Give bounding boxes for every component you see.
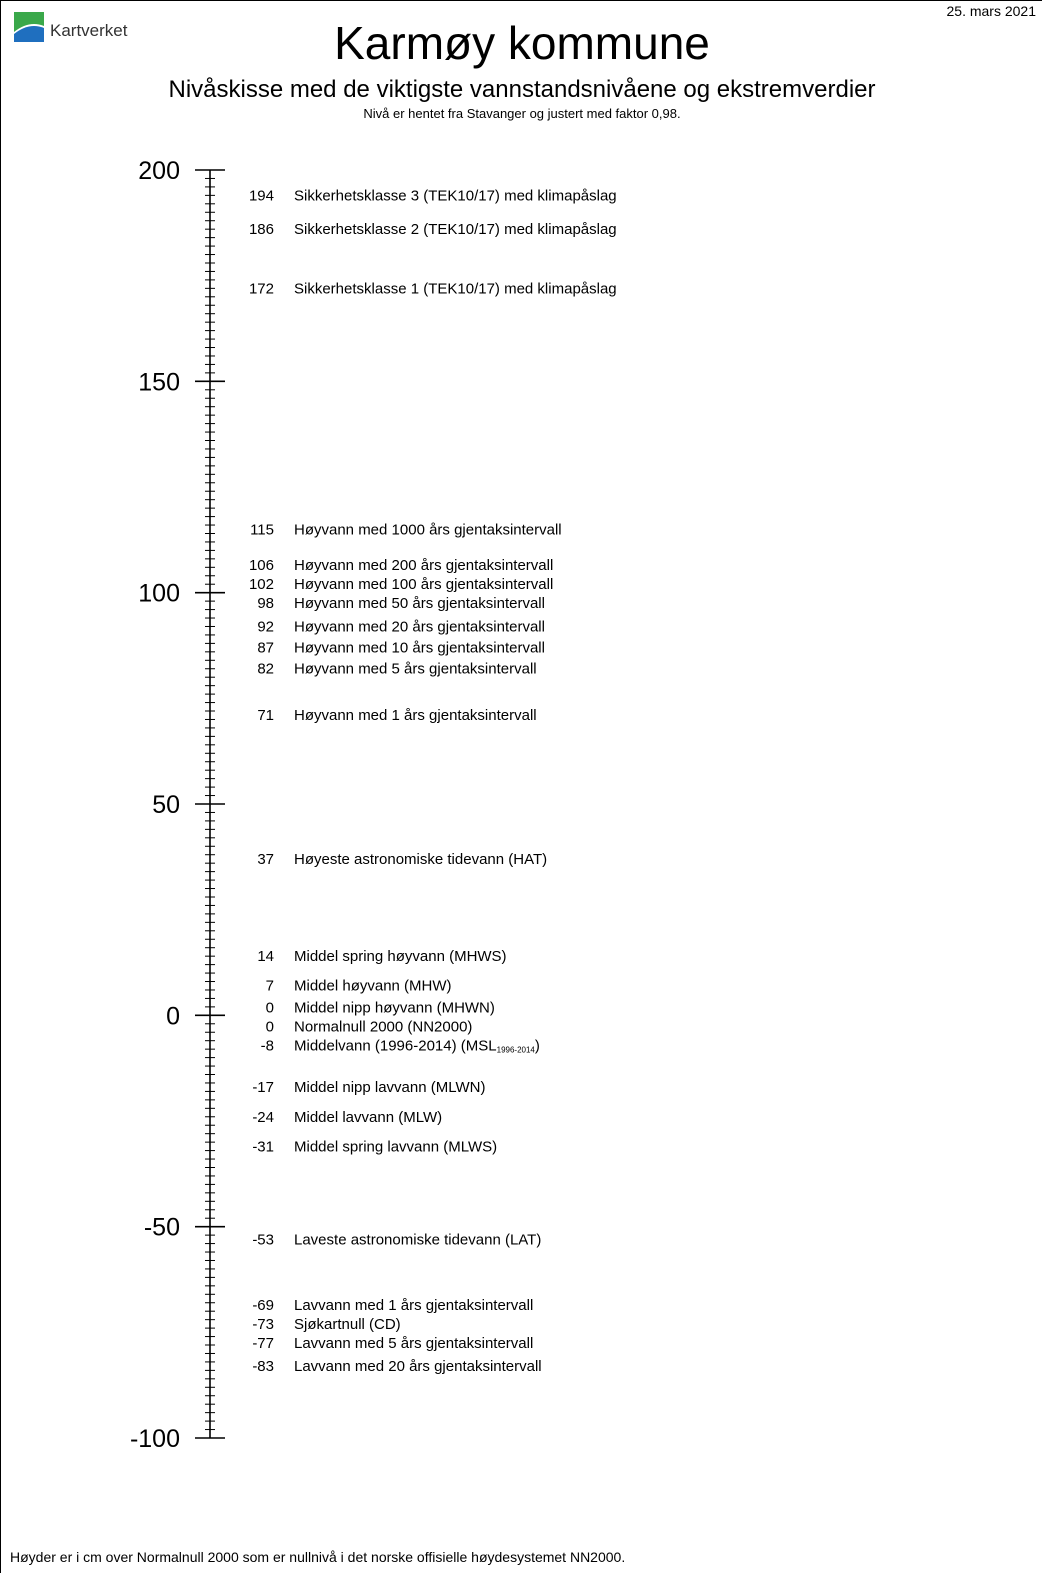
level-value: 92 [257, 618, 274, 635]
tick-label: -50 [144, 1214, 180, 1242]
level-label: Normalnull 2000 (NN2000) [294, 1019, 472, 1036]
level-label: Middel spring lavvann (MLWS) [294, 1138, 497, 1155]
level-label: Middel spring høyvann (MHWS) [294, 948, 507, 965]
level-label: Høyvann med 100 års gjentaksintervall [294, 576, 553, 593]
level-value: -69 [252, 1297, 274, 1314]
level-value: -77 [252, 1335, 274, 1352]
level-label: Høyvann med 50 års gjentaksintervall [294, 595, 545, 612]
source-note: Nivå er hentet fra Stavanger og justert … [363, 106, 681, 121]
tick-label: -100 [130, 1425, 180, 1453]
tick-label: 200 [138, 157, 180, 185]
level-value: 98 [257, 595, 274, 612]
level-value: -83 [252, 1358, 274, 1375]
level-value: 106 [249, 557, 274, 574]
level-label: Lavvann med 20 års gjentaksintervall [294, 1358, 542, 1375]
level-label: Sikkerhetsklasse 2 (TEK10/17) med klimap… [294, 221, 617, 238]
tick-label: 0 [166, 1002, 180, 1030]
level-value: 37 [257, 851, 274, 868]
level-value: 172 [249, 280, 274, 297]
level-label-suffix: ) [535, 1038, 540, 1055]
tick-label: 100 [138, 580, 180, 608]
level-value: -31 [252, 1138, 274, 1155]
level-label: Middel lavvann (MLW) [294, 1109, 442, 1126]
page-title: Karmøy kommune [334, 17, 710, 69]
level-label: Middel høyvann (MHW) [294, 978, 452, 995]
level-label: Høyvann med 1000 års gjentaksintervall [294, 521, 562, 538]
level-label: Høyvann med 20 års gjentaksintervall [294, 618, 545, 635]
footer-note: Høyder er i cm over Normalnull 2000 som … [10, 1549, 626, 1565]
tick-label: 50 [152, 791, 180, 819]
level-value: 7 [266, 978, 274, 995]
y-axis: -100 -50 0 50 100 150 200 [130, 157, 225, 1453]
level-label: Høyvann med 200 års gjentaksintervall [294, 557, 553, 574]
level-label: Sikkerhetsklasse 3 (TEK10/17) med klimap… [294, 187, 617, 204]
level-label: Høyvann med 5 års gjentaksintervall [294, 661, 537, 678]
level-value: -73 [252, 1316, 274, 1333]
level-value: 71 [257, 707, 274, 724]
level-value: 87 [257, 640, 274, 657]
date-label: 25. mars 2021 [946, 3, 1037, 19]
level-value: 82 [257, 661, 274, 678]
level-value: 14 [257, 948, 274, 965]
level-label: Sjøkartnull (CD) [294, 1316, 401, 1333]
level-label: Høyvann med 1 års gjentaksintervall [294, 707, 537, 724]
level-value: 0 [266, 1000, 274, 1017]
logo-text: Kartverket [50, 21, 128, 40]
level-value: -24 [252, 1109, 274, 1126]
level-label: Høyeste astronomiske tidevann (HAT) [294, 851, 547, 868]
level-label: Laveste astronomiske tidevann (LAT) [294, 1231, 541, 1248]
level-label: Sikkerhetsklasse 1 (TEK10/17) med klimap… [294, 280, 617, 297]
tick-label: 150 [138, 368, 180, 396]
level-value: -8 [261, 1038, 274, 1055]
level-value: -53 [252, 1231, 274, 1248]
level-value: 194 [249, 187, 274, 204]
kartverket-logo: Kartverket [14, 12, 127, 42]
level-label: Middelvann (1996-2014) (MSL1996-2014) [294, 1038, 540, 1055]
level-chart: -100 -50 0 50 100 150 200 194 Sikkerhetsklasse … [130, 157, 617, 1453]
level-label: Lavvann med 1 års gjentaksintervall [294, 1297, 533, 1314]
level-label-subscript: 1996-2014 [497, 1046, 536, 1055]
level-value: 0 [266, 1019, 274, 1036]
page-subtitle: Nivåskisse med de viktigste vannstandsni… [168, 76, 876, 103]
level-value: 102 [249, 576, 274, 593]
level-value: 115 [250, 521, 274, 538]
level-value: -17 [252, 1079, 274, 1096]
level-label: Høyvann med 10 års gjentaksintervall [294, 640, 545, 657]
kartverket-logo-icon [14, 12, 44, 42]
level-label: Middel nipp høyvann (MHWN) [294, 1000, 495, 1017]
level-label: Lavvann med 5 års gjentaksintervall [294, 1335, 533, 1352]
level-value: 186 [249, 221, 274, 238]
level-label: Middel nipp lavvann (MLWN) [294, 1079, 485, 1096]
level-labels: 194 Sikkerhetsklasse 3 (TEK10/17) med kli… [249, 187, 617, 1375]
